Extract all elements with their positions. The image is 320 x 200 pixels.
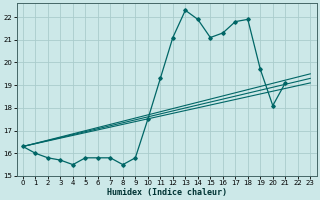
- X-axis label: Humidex (Indice chaleur): Humidex (Indice chaleur): [107, 188, 227, 197]
